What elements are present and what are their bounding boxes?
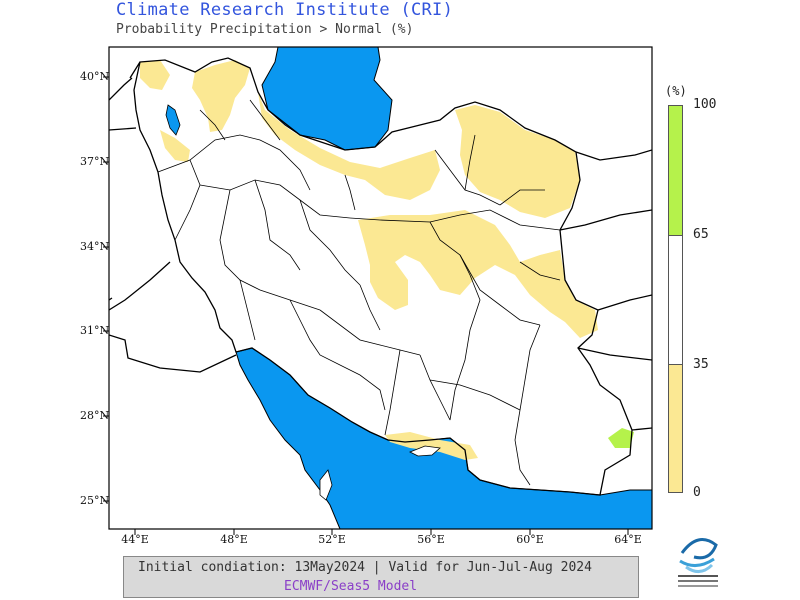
lon-label-44: 44°E [121, 533, 149, 546]
axis-ticks [103, 76, 629, 535]
legend-colorbar [668, 105, 683, 493]
legend-swatch-above [669, 106, 682, 236]
map-border [108, 46, 653, 530]
legend-swatch-normal [669, 235, 682, 365]
borders [109, 57, 652, 496]
lon-label-52: 52°E [318, 533, 346, 546]
footer-validity: Initial condiation: 13May2024 | Valid fo… [138, 560, 592, 575]
lat-label-34: 34°N [80, 240, 110, 253]
institute-logo-icon [678, 538, 718, 587]
lat-label-31: 31°N [80, 324, 110, 337]
below-normal-zones [140, 60, 598, 460]
lat-label-40: 40°N [80, 70, 110, 83]
lat-label-28: 28°N [80, 409, 110, 422]
footer-panel: Initial condiation: 13May2024 | Valid fo… [123, 556, 639, 598]
legend-unit: (%) [665, 84, 687, 98]
lon-label-48: 48°E [220, 533, 248, 546]
above-normal-zone [608, 428, 634, 448]
iran-outline [133, 57, 633, 496]
lat-label-37: 37°N [80, 155, 110, 168]
legend-swatch-below [669, 364, 682, 492]
lake-urmia [165, 104, 181, 136]
lon-label-56: 56°E [417, 533, 445, 546]
lon-label-64: 64°E [614, 533, 642, 546]
legend-tick-0: 0 [693, 485, 701, 500]
legend-tick-35: 35 [693, 357, 709, 372]
islands [319, 445, 441, 501]
lon-label-60: 60°E [516, 533, 544, 546]
page-title: Climate Research Institute (CRI) [116, 0, 454, 20]
legend-tick-100: 100 [693, 97, 717, 112]
legend-tick-65: 65 [693, 227, 709, 242]
footer-model: ECMWF/Seas5 Model [284, 579, 418, 594]
page-subtitle: Probability Precipitation > Normal (%) [116, 22, 414, 37]
lat-label-25: 25°N [80, 494, 110, 507]
province-borders [157, 99, 561, 486]
